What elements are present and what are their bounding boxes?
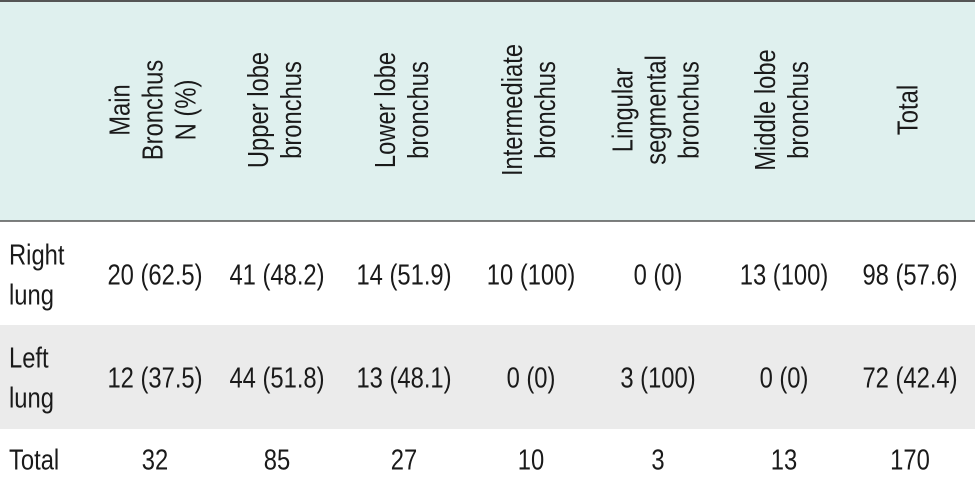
cell: 3: [651, 443, 664, 476]
row-label: lung: [9, 278, 54, 311]
cell: 170: [890, 443, 930, 476]
column-header: Upper lobe: [242, 52, 275, 168]
row-label: lung: [9, 381, 54, 414]
cell: 72 (42.4): [862, 361, 957, 394]
column-header: N (%): [169, 80, 202, 141]
cell: 98 (57.6): [862, 258, 957, 291]
cell: 0 (0): [760, 361, 809, 394]
cell: 10 (100): [487, 258, 576, 291]
column-header: bronchus: [275, 61, 308, 159]
cell: 32: [142, 443, 168, 476]
column-header: Lingular: [606, 68, 639, 153]
cell: 13: [771, 443, 797, 476]
column-header: bronchus: [782, 61, 815, 159]
header-background: [0, 0, 975, 221]
cell: 13 (48.1): [356, 361, 451, 394]
row-background: [0, 325, 975, 429]
column-header: Middle lobe: [749, 49, 782, 171]
cell: 20 (62.5): [107, 258, 202, 291]
cell: 12 (37.5): [107, 361, 202, 394]
row-label: Left: [9, 341, 49, 374]
cell: 14 (51.9): [356, 258, 451, 291]
cell: 3 (100): [620, 361, 695, 394]
cell: 0 (0): [507, 361, 556, 394]
row-label: Total: [9, 443, 59, 476]
column-header: bronchus: [402, 61, 435, 159]
column-header: bronchus: [529, 61, 562, 159]
column-header: segmental: [639, 55, 672, 165]
cell: 13 (100): [740, 258, 829, 291]
column-header: Total: [891, 85, 924, 135]
cell: 41 (48.2): [229, 258, 324, 291]
cell: 10: [518, 443, 544, 476]
column-header: Lower lobe: [369, 52, 402, 168]
cell: 85: [264, 443, 290, 476]
cell: 0 (0): [634, 258, 683, 291]
column-header: Main: [103, 84, 136, 136]
column-header: bronchus: [672, 61, 705, 159]
row-label: Right: [9, 238, 65, 271]
column-header: Bronchus: [136, 60, 169, 160]
cell: 27: [391, 443, 417, 476]
column-header: Intermediate: [496, 44, 529, 176]
cell: 44 (51.8): [229, 361, 324, 394]
